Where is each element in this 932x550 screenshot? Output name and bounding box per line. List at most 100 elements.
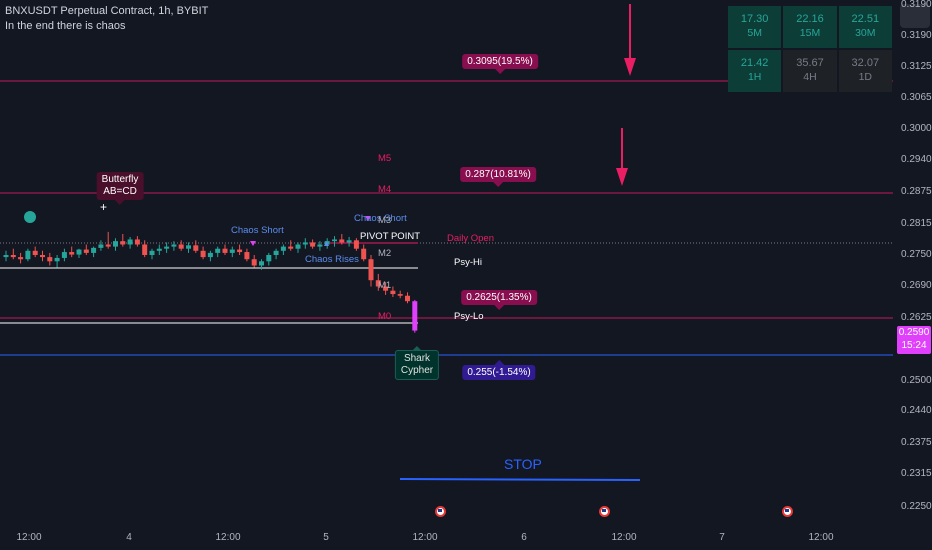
marker-icon <box>365 216 371 221</box>
candle-body <box>69 252 75 255</box>
y-tick: 0.2440 <box>901 405 932 416</box>
marker-icon <box>324 241 329 246</box>
candle-body <box>47 257 53 262</box>
y-tick: 0.3190 <box>901 30 932 41</box>
price-axis[interactable]: 0.3190 0.3190 0.3125 0.3065 0.3000 0.294… <box>893 0 932 550</box>
psy-hi-label: Psy-Hi <box>454 257 482 268</box>
candle-body <box>295 244 301 249</box>
x-tick: 6 <box>521 532 527 543</box>
candle-body <box>193 245 199 251</box>
candle-body <box>288 246 294 249</box>
us-flag-icon[interactable] <box>599 506 610 517</box>
us-flag-icon[interactable] <box>782 506 793 517</box>
candle-body <box>259 261 264 266</box>
candle-body <box>142 244 148 255</box>
chaos-rises-label: Chaos Rises <box>305 254 359 265</box>
candle-body <box>164 246 170 249</box>
candle-body <box>40 255 45 258</box>
candle-body <box>178 244 184 249</box>
m2-label: M2 <box>378 248 392 259</box>
m5-label: M5 <box>378 153 392 164</box>
y-tick: 0.2750 <box>901 249 932 260</box>
candle-body <box>302 242 308 245</box>
y-tick: 0.3190 <box>901 0 932 10</box>
candle-body <box>383 286 389 291</box>
shark-label: Shark Cypher <box>394 346 440 380</box>
candle-body <box>390 290 396 295</box>
candle-body <box>3 255 9 258</box>
candle-body <box>134 239 140 245</box>
candle-body <box>266 255 272 262</box>
candle-body <box>353 240 359 249</box>
price-chart[interactable]: + <box>0 0 893 528</box>
x-tick: 12:00 <box>808 532 834 543</box>
us-flag-icon[interactable] <box>435 506 446 517</box>
y-tick: 0.2940 <box>901 154 932 165</box>
candle-body <box>310 242 316 247</box>
x-tick: 12:00 <box>16 532 42 543</box>
candle-body <box>120 241 126 245</box>
candle-body <box>91 247 97 253</box>
time-axis[interactable]: 12:00 4 12:00 5 12:00 6 12:00 7 12:00 <box>0 528 893 550</box>
candle-body <box>127 239 133 245</box>
indicator-name[interactable]: In the end there is chaos <box>5 20 126 32</box>
candle-body <box>25 250 31 260</box>
pivot-point-label: PIVOT POINT <box>360 231 421 242</box>
candle-body <box>317 244 323 247</box>
candle-body <box>339 239 345 243</box>
chaos-short-label: Chaos Short <box>231 225 284 236</box>
candle-body <box>18 257 24 260</box>
y-tick: 0.2500 <box>901 375 932 386</box>
current-price: 0.2590 <box>898 327 930 338</box>
x-tick: 12:00 <box>611 532 637 543</box>
chart-header: BNXUSDT Perpetual Contract, 1h, BYBIT In… <box>5 4 208 34</box>
marker-icon <box>250 241 256 246</box>
arrow-head-icon <box>624 58 636 76</box>
y-tick: 0.3125 <box>901 61 932 72</box>
candle-body <box>368 259 374 281</box>
m4-label: M4 <box>378 184 392 195</box>
candle-body <box>10 255 16 258</box>
level-label-1: 0.3095(19.5%) <box>462 54 538 74</box>
candle-body <box>149 250 155 255</box>
indicator-table: 17.30 5M 22.16 15M 22.51 30M 21.42 1H 35.67 4… <box>728 6 892 92</box>
x-tick: 12:00 <box>412 532 438 543</box>
table-cell: 22.16 15M <box>783 6 837 48</box>
y-tick: 0.2625 <box>901 312 932 323</box>
candle-body <box>273 250 279 255</box>
table-cell: 22.51 30M <box>838 6 892 48</box>
chaos-short-label-2: Chaos Short <box>354 213 407 224</box>
candle-body <box>54 257 60 262</box>
stop-label: STOP <box>504 456 542 472</box>
candle-body <box>200 250 206 258</box>
chart-menu-button[interactable] <box>900 4 930 28</box>
candle-body <box>229 249 235 253</box>
level-label-2: 0.287(10.81%) <box>460 167 536 187</box>
candle-body <box>405 295 410 302</box>
candle-body <box>105 244 111 247</box>
candle-body <box>171 244 177 247</box>
butterfly-label: Butterfly AB=CD <box>96 172 144 205</box>
candle-body <box>222 248 228 253</box>
candle-body <box>113 241 118 247</box>
psy-lo-label: Psy-Lo <box>454 311 484 322</box>
candle-body <box>207 252 213 258</box>
y-tick: 0.2250 <box>901 501 932 512</box>
candle-body <box>76 249 82 255</box>
level-label-3: 0.2625(1.35%) <box>461 290 537 310</box>
y-tick: 0.2315 <box>901 468 932 479</box>
m0-label: M0 <box>378 311 392 322</box>
candle-body <box>156 248 162 251</box>
y-tick: 0.2375 <box>901 437 932 448</box>
signal-dot-icon <box>24 211 36 223</box>
x-tick: 12:00 <box>215 532 241 543</box>
x-tick: 4 <box>126 532 132 543</box>
candle-body <box>397 294 403 296</box>
daily-open-label: Daily Open <box>447 233 494 244</box>
arrow-head-icon <box>616 168 628 186</box>
symbol-title[interactable]: BNXUSDT Perpetual Contract, 1h, BYBIT <box>5 5 209 17</box>
level-label-4: 0.255(-1.54%) <box>462 360 536 380</box>
candle-body <box>332 239 337 242</box>
table-cell: 17.30 5M <box>728 6 782 48</box>
candle-body <box>186 245 191 249</box>
